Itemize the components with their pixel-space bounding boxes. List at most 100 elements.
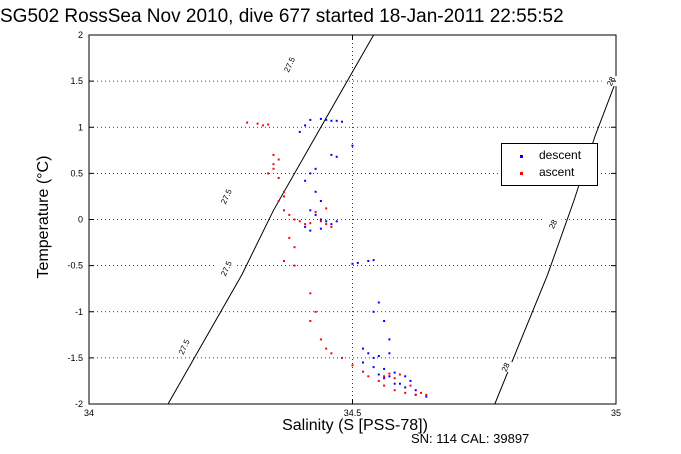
data-point-descent — [362, 361, 364, 364]
data-point-descent — [319, 117, 322, 120]
contour-label-bg — [496, 362, 515, 373]
data-point-ascent — [425, 393, 428, 396]
data-point-ascent — [246, 121, 249, 124]
data-point-ascent — [341, 356, 343, 359]
data-point-ascent — [393, 377, 396, 380]
data-point-descent — [314, 213, 317, 216]
data-point-descent — [404, 375, 407, 378]
data-point-ascent — [283, 190, 285, 193]
data-point-ascent — [314, 310, 317, 313]
data-point-ascent — [277, 177, 280, 179]
contour-label-bg — [601, 76, 620, 87]
y-tick-label: 1.5 — [70, 76, 83, 86]
data-point-descent — [383, 320, 386, 322]
data-point-ascent — [325, 347, 328, 350]
data-point-descent — [398, 382, 401, 385]
data-point-descent — [351, 144, 354, 147]
data-point-ascent — [261, 124, 264, 127]
data-point-ascent — [383, 384, 386, 387]
data-point-descent — [309, 118, 312, 121]
data-point-descent — [377, 355, 380, 357]
data-point-descent — [356, 261, 359, 264]
data-point-descent — [372, 356, 375, 359]
x-axis-label: Salinity (S [PSS-78]) — [282, 417, 428, 434]
data-point-ascent — [309, 292, 312, 295]
y-tick-label: -0.5 — [67, 261, 83, 271]
data-point-descent — [372, 366, 375, 369]
data-point-descent — [341, 120, 343, 123]
data-point-descent — [309, 172, 312, 175]
data-point-descent — [388, 375, 391, 378]
data-point-ascent — [298, 220, 301, 223]
data-point-descent — [388, 352, 391, 355]
data-point-descent — [314, 190, 317, 193]
data-point-descent — [335, 155, 338, 158]
data-point-descent — [383, 377, 386, 380]
data-point-ascent — [272, 153, 275, 156]
data-point-descent — [298, 130, 301, 133]
data-point-ascent — [393, 389, 396, 392]
contour-label-bg — [280, 59, 299, 70]
data-point-ascent — [304, 223, 307, 226]
data-point-descent — [325, 220, 328, 223]
data-point-descent — [330, 223, 333, 226]
data-point-descent — [383, 367, 386, 370]
data-point-ascent — [288, 213, 291, 216]
contour-line-27-5 — [167, 34, 375, 405]
chart-legend: descent ascent — [501, 143, 598, 186]
y-tick-label: 0 — [78, 215, 83, 225]
data-point-descent — [309, 229, 312, 232]
y-tick-label: -1.5 — [67, 353, 83, 363]
data-point-ascent — [388, 372, 391, 375]
legend-marker-descent — [520, 155, 523, 158]
serial-calibration-note: SN: 114 CAL: 39897 — [411, 431, 530, 446]
data-point-descent — [414, 389, 417, 392]
x-tick-label: 34.5 — [344, 408, 362, 418]
data-point-ascent — [319, 338, 322, 341]
contour-label-bg — [217, 191, 236, 202]
data-point-ascent — [293, 264, 296, 267]
data-point-descent — [351, 262, 354, 265]
data-point-ascent — [383, 375, 386, 378]
data-point-ascent — [267, 172, 270, 175]
contour-line-28 — [494, 80, 617, 405]
data-points — [246, 117, 428, 398]
data-point-descent — [314, 167, 317, 170]
data-point-descent — [319, 200, 322, 202]
legend-label-ascent: ascent — [539, 165, 575, 179]
data-point-descent — [330, 153, 333, 156]
data-point-descent — [319, 218, 322, 221]
data-point-ascent — [314, 211, 317, 214]
data-point-descent — [425, 395, 428, 398]
data-point-descent — [367, 352, 370, 355]
contour-label: 28 — [500, 361, 512, 373]
data-point-descent — [372, 310, 375, 313]
data-point-ascent — [267, 123, 270, 126]
data-point-ascent — [420, 391, 422, 394]
data-point-ascent — [277, 200, 280, 202]
data-point-ascent — [293, 218, 296, 221]
y-tick-label: -1 — [75, 307, 83, 317]
data-point-ascent — [377, 379, 380, 382]
chart-title: SG502 RossSea Nov 2010, dive 677 started… — [0, 6, 564, 27]
data-point-descent — [409, 379, 412, 382]
grid-lines — [89, 35, 616, 404]
data-point-ascent — [409, 384, 412, 387]
x-tick-label: 35 — [611, 408, 621, 418]
data-point-ascent — [309, 320, 312, 322]
data-point-ascent — [398, 373, 401, 376]
contour-label-bg — [543, 219, 562, 230]
legend-item-descent: descent — [502, 148, 597, 164]
data-point-descent — [362, 347, 364, 350]
axis-ticks: -2 -1.5 -1 -0.5 0 0.5 1 1.5 2 34 34.5 35 — [67, 30, 621, 418]
data-point-descent — [393, 382, 396, 385]
data-point-descent — [393, 371, 396, 374]
data-point-ascent — [283, 209, 285, 212]
data-point-ascent — [351, 364, 354, 367]
data-point-ascent — [293, 246, 296, 249]
data-point-ascent — [325, 207, 328, 210]
legend-marker-ascent — [520, 172, 523, 175]
data-point-ascent — [256, 122, 259, 125]
